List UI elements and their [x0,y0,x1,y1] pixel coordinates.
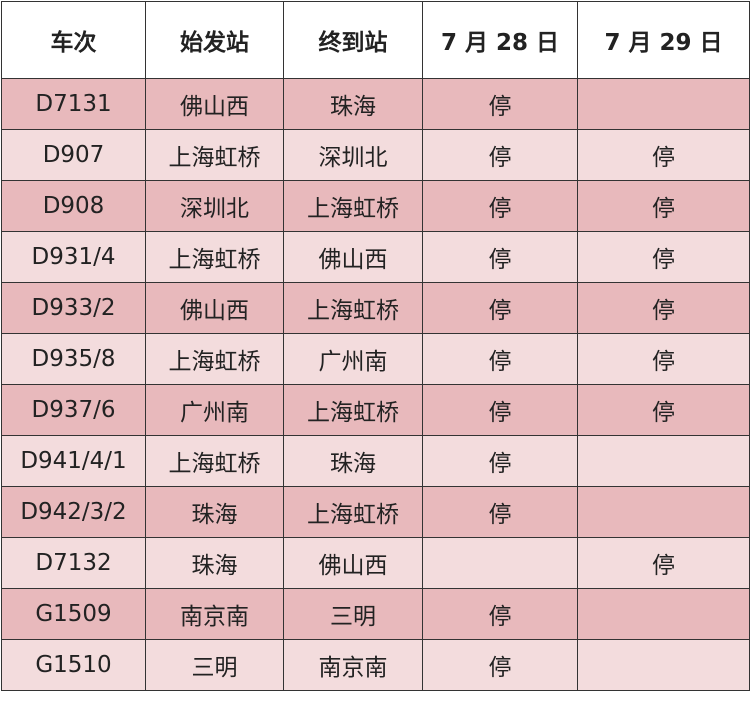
table-cell: 南京南 [283,639,423,691]
table-cell: 停 [422,639,578,691]
table-cell: 三明 [283,588,423,640]
table-row: D908 深圳北 上海虹桥停停 [1,180,750,232]
table-cell: 停 [422,486,578,538]
table-cell: 上海虹桥 [283,282,423,334]
table-cell: 停 [577,129,750,181]
table-cell: 三明 [145,639,284,691]
table-cell [577,486,750,538]
table-cell: 停 [577,384,750,436]
table-cell: 停 [422,435,578,487]
table-cell: 珠海 [283,78,423,130]
table-cell: 珠海 [145,537,284,589]
table-cell: 停 [577,333,750,385]
table-cell [577,78,750,130]
table-cell [422,537,578,589]
table-cell: 深圳北 [145,180,284,232]
table-row: G1510 三明 南京南停 [1,639,750,691]
table-cell: 停 [577,180,750,232]
table-cell: 上海虹桥 [283,180,423,232]
table-cell [577,639,750,691]
table-cell: D931/4 [1,231,146,283]
table-cell: 上海虹桥 [283,384,423,436]
table-row: D7131 佛山西 珠海停 [1,78,750,130]
header-cell: 车次 [1,1,146,79]
table-cell: D908 [1,180,146,232]
table-cell: D7132 [1,537,146,589]
table-cell: 上海虹桥 [145,129,284,181]
table-cell: 停 [577,231,750,283]
table-cell [577,435,750,487]
table-cell: 停 [422,129,578,181]
table-row: D7132 珠海 佛山西 停 [1,537,750,589]
table-cell: 佛山西 [283,231,423,283]
table-cell: 上海虹桥 [145,435,284,487]
table-cell: D942/3/2 [1,486,146,538]
table-row: D935/8 上海虹桥 广州南停停 [1,333,750,385]
table-cell: 停 [422,384,578,436]
table-cell: 停 [422,180,578,232]
table-cell: 佛山西 [145,78,284,130]
table-cell: 广州南 [283,333,423,385]
header-cell: 7 月 29 日 [577,1,750,79]
table-cell [577,588,750,640]
table-cell: 上海虹桥 [145,231,284,283]
table-cell: 深圳北 [283,129,423,181]
table-cell: G1510 [1,639,146,691]
table-cell: 广州南 [145,384,284,436]
table-row: D931/4 上海虹桥 佛山西停停 [1,231,750,283]
table-cell: 停 [577,537,750,589]
header-cell: 始发站 [145,1,284,79]
header-cell: 终到站 [283,1,423,79]
table-row: G1509 南京南 三明停 [1,588,750,640]
table-cell: D907 [1,129,146,181]
table-cell: 停 [422,231,578,283]
table-row: D907 上海虹桥 深圳北停停 [1,129,750,181]
table-cell: 佛山西 [283,537,423,589]
table-cell: 停 [577,282,750,334]
table-row: D941/4/1 上海虹桥 珠海停 [1,435,750,487]
table-row: D942/3/2 珠海 上海虹桥停 [1,486,750,538]
table-cell: 上海虹桥 [283,486,423,538]
table-cell: D933/2 [1,282,146,334]
table-cell: D935/8 [1,333,146,385]
table-cell: 停 [422,588,578,640]
header-cell: 7 月 28 日 [422,1,578,79]
table-cell: D941/4/1 [1,435,146,487]
table-cell: 停 [422,282,578,334]
table-row: D937/6 广州南 上海虹桥停停 [1,384,750,436]
table-cell: 珠海 [145,486,284,538]
table-cell: 珠海 [283,435,423,487]
table-cell: 佛山西 [145,282,284,334]
table-cell: D7131 [1,78,146,130]
table-cell: 停 [422,78,578,130]
table-cell: 停 [422,333,578,385]
table-row: D933/2 佛山西 上海虹桥停停 [1,282,750,334]
table-cell: 南京南 [145,588,284,640]
table-cell: G1509 [1,588,146,640]
table-cell: 上海虹桥 [145,333,284,385]
table-cell: D937/6 [1,384,146,436]
